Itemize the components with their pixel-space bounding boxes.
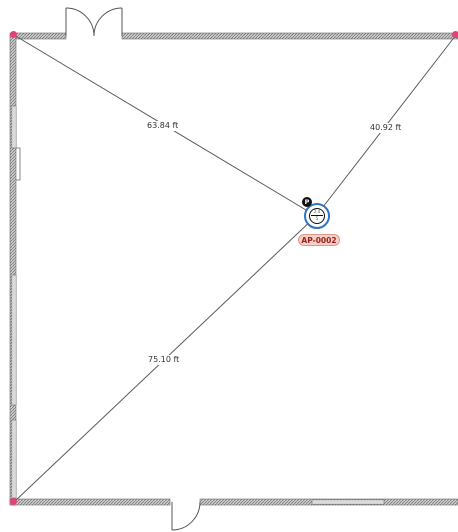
distance-label-top-right: 40.92 ft	[368, 123, 404, 133]
ap-p-badge: P	[302, 197, 312, 207]
wall-bottom-left	[9, 498, 171, 506]
wall-top-right	[121, 32, 458, 40]
vertex-top-right[interactable]	[452, 31, 458, 38]
access-point-marker[interactable]: 2.4 5	[304, 203, 330, 229]
measurement-lines	[13, 34, 457, 503]
ap-band-bottom: 5	[315, 216, 319, 221]
distance-label-top-left: 63.84 ft	[145, 121, 181, 131]
walls	[9, 32, 458, 506]
vertex-bottom-left[interactable]	[10, 498, 17, 505]
ap-label[interactable]: AP-0002	[298, 234, 340, 246]
ap-band-top: 2.4	[313, 209, 321, 214]
distance-label-bottom-left: 75.10 ft	[146, 355, 182, 365]
door-bottom	[171, 501, 201, 531]
ap-radio-icon: 2.4 5	[309, 208, 325, 224]
door-top	[65, 7, 123, 37]
vertex-top-left[interactable]	[10, 31, 17, 38]
